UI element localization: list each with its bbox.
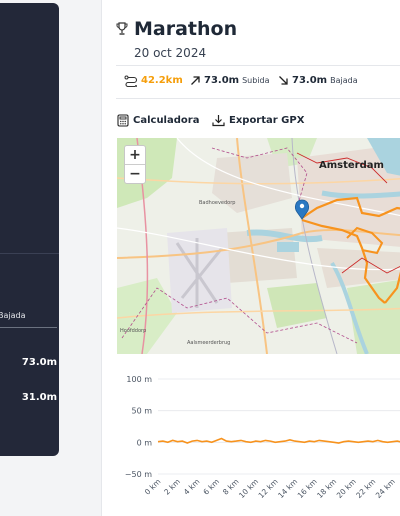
calculator-label: Calculadora — [133, 115, 200, 126]
map-place-label-3: Badhoevedorp — [199, 200, 236, 206]
x-tick-label: 6 km — [201, 477, 221, 497]
chart-series — [157, 437, 400, 444]
x-tick-label: 2 km — [162, 477, 182, 497]
calculator-button[interactable]: Calculadora — [117, 114, 199, 127]
x-tick-label: 4 km — [182, 477, 202, 497]
map-place-label-1: Hoofddorp — [120, 328, 147, 334]
x-tick-label: 0 km — [143, 477, 163, 497]
route-map[interactable]: + − Amsterdam Hoofddorp Aalsmeerderbrug … — [117, 138, 400, 354]
left-value-2: 31.0m — [21, 392, 57, 403]
activity-card: Marathon 20 oct 2024 42.2km 73.0m Subida… — [101, 0, 400, 516]
descent-label: Bajada — [330, 76, 358, 85]
stats-divider-bottom — [116, 98, 400, 99]
x-tick-label: 14 km — [276, 477, 299, 500]
y-tick-label: 100 m — [126, 375, 152, 384]
download-icon — [212, 115, 225, 127]
activity-date: 20 oct 2024 — [134, 46, 207, 60]
left-column-underline — [0, 327, 57, 328]
distance-value: 42.2km — [141, 75, 183, 86]
map-city-label: Amsterdam — [319, 160, 384, 171]
x-tick-label: 16 km — [296, 477, 319, 500]
elevation-chart: 100 m50 m0 m−50 m 0 km 2 km 4 km 6 km 8 km10… — [125, 375, 400, 500]
stats-divider-top — [116, 65, 400, 66]
stat-ascent: 73.0m Subida — [190, 75, 270, 86]
ascent-value: 73.0m — [204, 75, 240, 86]
left-panel: Bajada 73.0m 31.0m — [0, 3, 59, 456]
route-icon — [124, 75, 138, 87]
x-tick-label: 22 km — [354, 477, 377, 500]
x-tick-label: 10 km — [237, 477, 260, 500]
arrow-up-right-icon — [191, 76, 200, 85]
y-tick-label: 50 m — [131, 407, 152, 416]
zoom-control: + − — [124, 145, 146, 184]
stat-distance: 42.2km — [124, 75, 183, 87]
export-gpx-button[interactable]: Exportar GPX — [212, 114, 304, 127]
export-gpx-label: Exportar GPX — [229, 115, 305, 126]
elevation-line — [157, 437, 400, 444]
chart-y-ticks: 100 m 50 m 0 m −50 m — [125, 375, 152, 479]
y-tick-label: −50 m — [125, 470, 152, 479]
ascent-label: Subida — [242, 76, 270, 85]
left-value-1: 73.0m — [21, 357, 57, 368]
map-tiles — [117, 138, 400, 354]
map-place-label-2: Aalsmeerderbrug — [187, 340, 231, 346]
x-tick-label: 20 km — [335, 477, 358, 500]
zoom-in-button[interactable]: + — [129, 147, 141, 163]
zoom-out-button[interactable]: − — [125, 164, 145, 183]
stat-descent: 73.0m Bajada — [278, 75, 358, 86]
x-tick-label: 12 km — [257, 477, 280, 500]
left-column-header: Bajada — [0, 311, 26, 320]
y-tick-label: 0 m — [137, 438, 153, 447]
calculator-icon — [117, 114, 129, 127]
activity-title: Marathon — [134, 18, 238, 40]
left-divider — [0, 253, 59, 254]
chart-gridlines — [158, 378, 400, 475]
descent-value: 73.0m — [292, 75, 328, 86]
trophy-icon — [116, 22, 128, 35]
arrow-down-right-icon — [279, 76, 288, 85]
x-tick-label: 18 km — [315, 477, 338, 500]
x-tick-label: 24 km — [374, 477, 397, 500]
